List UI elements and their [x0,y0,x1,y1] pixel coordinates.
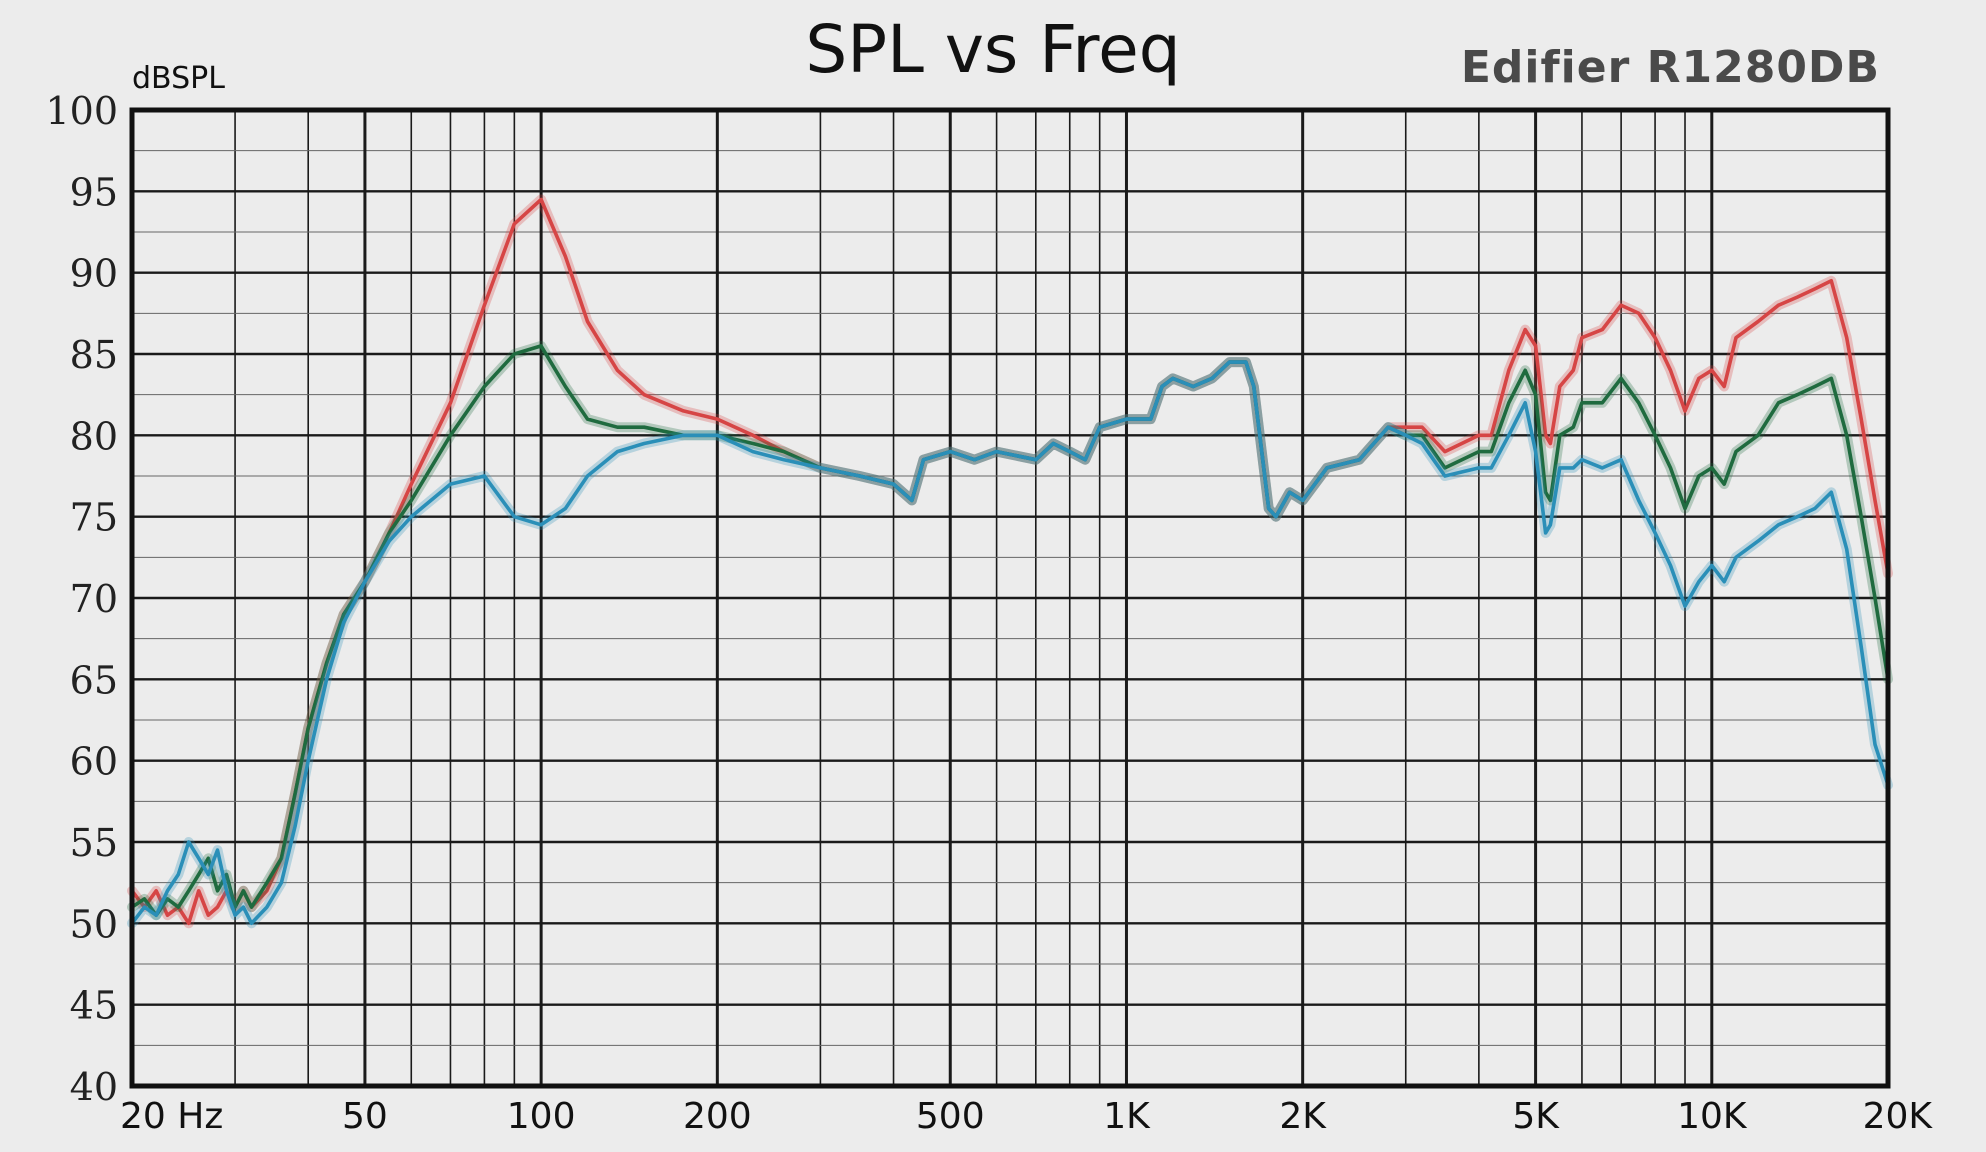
y-tick-label: 95 [70,170,118,214]
y-tick-label: 55 [70,821,118,865]
series-line-glow-2 [127,340,1893,921]
y-tick-label: 100 [45,89,118,133]
x-tick-label: 50 [342,1096,388,1137]
grid-major [130,108,1890,1088]
x-tick-label: 2K [1279,1096,1327,1137]
series-line-1 [130,197,1890,926]
series-layer [127,194,1893,929]
y-tick-label: 60 [70,740,118,784]
y-tick-label: 50 [70,902,118,946]
y-tick-label: 70 [70,577,118,621]
plot-frame [129,107,1891,1089]
x-tick-label: 1K [1103,1096,1151,1137]
x-tick-labels: 20 Hz 50 100 200 500 1K 2K 5K 10K 20K [120,1096,1933,1137]
series-line-3 [130,360,1890,926]
chart-title: SPL vs Freq [805,11,1180,88]
y-tick-label: 80 [70,414,118,458]
y-tick-label: 85 [70,333,118,377]
y-tick-labels: 100 95 90 85 80 75 70 65 60 55 50 45 40 [45,89,118,1109]
chart-subtitle: Edifier R1280DB [1461,42,1880,93]
x-tick-label: 100 [507,1096,576,1137]
series-line-2 [130,344,1890,917]
x-tick-label: 200 [683,1096,752,1137]
y-tick-label: 65 [70,658,118,702]
y-axis-label: dBSPL [132,61,225,96]
x-tick-label: 20K [1863,1096,1934,1137]
y-tick-label: 75 [70,496,118,540]
series-line-glow-3 [127,357,1893,929]
x-tick-label: 20 Hz [120,1096,223,1137]
y-tick-label: 40 [70,1065,118,1109]
x-tick-label: 500 [916,1096,985,1137]
y-tick-label: 90 [70,252,118,296]
y-tick-label: 45 [70,984,118,1028]
x-tick-label: 10K [1677,1096,1748,1137]
x-tick-label: 5K [1512,1096,1560,1137]
